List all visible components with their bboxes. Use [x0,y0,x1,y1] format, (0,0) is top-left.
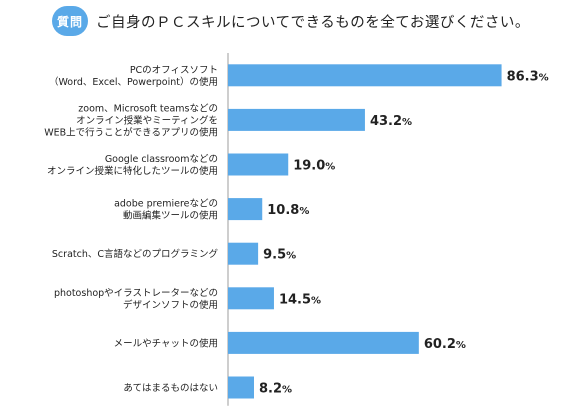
category-label: オンライン授業に特化したツールの使用 [47,165,218,177]
category-label: （Word、Excel、Powerpoint）の使用 [49,76,218,88]
category-label: zoom、Microsoft teamsなどの [78,103,218,114]
category-label: adobe premiereなどの [114,199,218,210]
data-label: 86.3% [507,69,549,84]
category-label: PCのオフィスソフト [130,65,218,76]
bar [228,198,263,221]
category-label: Google classroomなどの [105,154,218,165]
bar [228,376,254,399]
data-label: 10.8% [267,203,309,218]
data-label: 9.5% [263,248,296,263]
bar [228,108,365,131]
category-label: photoshopやイラストレーターなどの [54,288,218,299]
bar [228,242,259,265]
bar [228,153,289,176]
category-label: 動画編集ツールの使用 [123,210,218,222]
category-label: オンライン授業やミーティングを [76,114,218,126]
data-label: 14.5% [279,292,321,307]
category-label: Scratch、C言語などのプログラミング [52,248,219,260]
question-title: ご自身のＰＣスキルについてできるものを全てお選びください。 [96,15,530,31]
category-label: あてはまるものはない [123,383,218,394]
category-label: WEB上で行うことができるアプリの使用 [44,126,218,138]
category-label: メールやチャットの使用 [114,337,218,349]
data-label: 8.2% [259,382,292,397]
bar [228,287,274,310]
data-label: 43.2% [370,114,412,129]
bar [228,64,502,87]
bar [228,331,419,354]
data-label: 19.0% [293,159,335,174]
category-label: デザインソフトの使用 [123,299,218,311]
question-badge: 質問 [52,6,88,36]
data-label: 60.2% [424,337,466,352]
